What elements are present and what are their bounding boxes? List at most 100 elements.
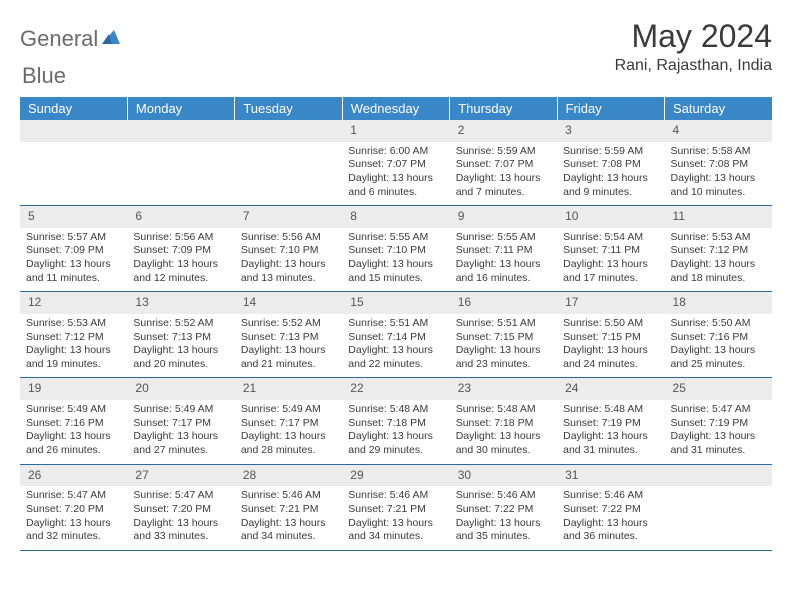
day-number: 14 [235, 292, 342, 314]
sail-icon [100, 28, 122, 51]
empty-cell [665, 464, 772, 550]
day-cell: 15Sunrise: 5:51 AMSunset: 7:14 PMDayligh… [342, 292, 449, 378]
weekday-header: Wednesday [342, 97, 449, 120]
month-title: May 2024 [615, 18, 772, 55]
day-number: 27 [127, 465, 234, 487]
day-details: Sunrise: 5:46 AMSunset: 7:21 PMDaylight:… [235, 486, 342, 550]
day-number: 30 [450, 465, 557, 487]
logo-word-1: General [20, 26, 98, 52]
day-cell: 2Sunrise: 5:59 AMSunset: 7:07 PMDaylight… [450, 120, 557, 206]
weekday-header: Saturday [665, 97, 772, 120]
title-block: May 2024 Rani, Rajasthan, India [615, 18, 772, 75]
calendar-body: 1Sunrise: 6:00 AMSunset: 7:07 PMDaylight… [20, 120, 772, 550]
empty-cell [127, 120, 234, 206]
day-details: Sunrise: 5:49 AMSunset: 7:16 PMDaylight:… [20, 400, 127, 464]
day-number: 28 [235, 465, 342, 487]
day-number: 17 [557, 292, 664, 314]
day-cell: 25Sunrise: 5:47 AMSunset: 7:19 PMDayligh… [665, 378, 772, 464]
weekday-header: Thursday [450, 97, 557, 120]
day-number: 29 [342, 465, 449, 487]
day-details: Sunrise: 5:56 AMSunset: 7:10 PMDaylight:… [235, 228, 342, 292]
day-number: 11 [665, 206, 772, 228]
day-details: Sunrise: 5:47 AMSunset: 7:20 PMDaylight:… [127, 486, 234, 550]
day-number: 16 [450, 292, 557, 314]
day-cell: 29Sunrise: 5:46 AMSunset: 7:21 PMDayligh… [342, 464, 449, 550]
day-cell: 31Sunrise: 5:46 AMSunset: 7:22 PMDayligh… [557, 464, 664, 550]
day-details: Sunrise: 5:48 AMSunset: 7:18 PMDaylight:… [342, 400, 449, 464]
logo-word-2: Blue [22, 63, 66, 88]
day-cell: 30Sunrise: 5:46 AMSunset: 7:22 PMDayligh… [450, 464, 557, 550]
day-number: 31 [557, 465, 664, 487]
day-cell: 12Sunrise: 5:53 AMSunset: 7:12 PMDayligh… [20, 292, 127, 378]
calendar-row: 5Sunrise: 5:57 AMSunset: 7:09 PMDaylight… [20, 206, 772, 292]
day-details: Sunrise: 5:46 AMSunset: 7:22 PMDaylight:… [450, 486, 557, 550]
day-cell: 21Sunrise: 5:49 AMSunset: 7:17 PMDayligh… [235, 378, 342, 464]
day-details: Sunrise: 5:47 AMSunset: 7:19 PMDaylight:… [665, 400, 772, 464]
day-number: 8 [342, 206, 449, 228]
day-number: 2 [450, 120, 557, 142]
day-details: Sunrise: 5:59 AMSunset: 7:08 PMDaylight:… [557, 142, 664, 206]
day-details: Sunrise: 5:52 AMSunset: 7:13 PMDaylight:… [127, 314, 234, 378]
day-cell: 17Sunrise: 5:50 AMSunset: 7:15 PMDayligh… [557, 292, 664, 378]
day-details: Sunrise: 5:54 AMSunset: 7:11 PMDaylight:… [557, 228, 664, 292]
day-cell: 23Sunrise: 5:48 AMSunset: 7:18 PMDayligh… [450, 378, 557, 464]
day-details: Sunrise: 5:53 AMSunset: 7:12 PMDaylight:… [665, 228, 772, 292]
weekday-header: Monday [127, 97, 234, 120]
day-number: 12 [20, 292, 127, 314]
day-details: Sunrise: 5:50 AMSunset: 7:16 PMDaylight:… [665, 314, 772, 378]
day-details: Sunrise: 5:51 AMSunset: 7:14 PMDaylight:… [342, 314, 449, 378]
day-cell: 10Sunrise: 5:54 AMSunset: 7:11 PMDayligh… [557, 206, 664, 292]
day-cell: 6Sunrise: 5:56 AMSunset: 7:09 PMDaylight… [127, 206, 234, 292]
day-details: Sunrise: 5:46 AMSunset: 7:22 PMDaylight:… [557, 486, 664, 550]
day-details: Sunrise: 5:50 AMSunset: 7:15 PMDaylight:… [557, 314, 664, 378]
day-cell: 26Sunrise: 5:47 AMSunset: 7:20 PMDayligh… [20, 464, 127, 550]
logo: General [20, 26, 124, 52]
day-details: Sunrise: 5:53 AMSunset: 7:12 PMDaylight:… [20, 314, 127, 378]
day-number: 7 [235, 206, 342, 228]
day-details: Sunrise: 5:52 AMSunset: 7:13 PMDaylight:… [235, 314, 342, 378]
day-number: 15 [342, 292, 449, 314]
day-cell: 11Sunrise: 5:53 AMSunset: 7:12 PMDayligh… [665, 206, 772, 292]
day-details: Sunrise: 5:48 AMSunset: 7:19 PMDaylight:… [557, 400, 664, 464]
day-number: 9 [450, 206, 557, 228]
weekday-header: Tuesday [235, 97, 342, 120]
day-details: Sunrise: 5:47 AMSunset: 7:20 PMDaylight:… [20, 486, 127, 550]
day-details: Sunrise: 5:58 AMSunset: 7:08 PMDaylight:… [665, 142, 772, 206]
day-number: 4 [665, 120, 772, 142]
weekday-header: Sunday [20, 97, 127, 120]
day-cell: 22Sunrise: 5:48 AMSunset: 7:18 PMDayligh… [342, 378, 449, 464]
empty-cell [20, 120, 127, 206]
day-number: 24 [557, 378, 664, 400]
day-details: Sunrise: 5:49 AMSunset: 7:17 PMDaylight:… [235, 400, 342, 464]
day-number: 5 [20, 206, 127, 228]
day-number: 13 [127, 292, 234, 314]
day-cell: 14Sunrise: 5:52 AMSunset: 7:13 PMDayligh… [235, 292, 342, 378]
day-cell: 5Sunrise: 5:57 AMSunset: 7:09 PMDaylight… [20, 206, 127, 292]
day-cell: 8Sunrise: 5:55 AMSunset: 7:10 PMDaylight… [342, 206, 449, 292]
calendar-table: Sunday Monday Tuesday Wednesday Thursday… [20, 97, 772, 551]
weekday-header-row: Sunday Monday Tuesday Wednesday Thursday… [20, 97, 772, 120]
day-cell: 9Sunrise: 5:55 AMSunset: 7:11 PMDaylight… [450, 206, 557, 292]
day-details: Sunrise: 5:55 AMSunset: 7:11 PMDaylight:… [450, 228, 557, 292]
day-cell: 28Sunrise: 5:46 AMSunset: 7:21 PMDayligh… [235, 464, 342, 550]
empty-cell [235, 120, 342, 206]
day-cell: 1Sunrise: 6:00 AMSunset: 7:07 PMDaylight… [342, 120, 449, 206]
day-details: Sunrise: 5:46 AMSunset: 7:21 PMDaylight:… [342, 486, 449, 550]
day-number: 1 [342, 120, 449, 142]
day-number: 6 [127, 206, 234, 228]
day-cell: 16Sunrise: 5:51 AMSunset: 7:15 PMDayligh… [450, 292, 557, 378]
day-number: 26 [20, 465, 127, 487]
day-number: 23 [450, 378, 557, 400]
weekday-header: Friday [557, 97, 664, 120]
day-cell: 7Sunrise: 5:56 AMSunset: 7:10 PMDaylight… [235, 206, 342, 292]
calendar-row: 12Sunrise: 5:53 AMSunset: 7:12 PMDayligh… [20, 292, 772, 378]
day-number: 3 [557, 120, 664, 142]
day-details: Sunrise: 5:48 AMSunset: 7:18 PMDaylight:… [450, 400, 557, 464]
day-cell: 4Sunrise: 5:58 AMSunset: 7:08 PMDaylight… [665, 120, 772, 206]
day-cell: 13Sunrise: 5:52 AMSunset: 7:13 PMDayligh… [127, 292, 234, 378]
day-details: Sunrise: 5:51 AMSunset: 7:15 PMDaylight:… [450, 314, 557, 378]
day-cell: 27Sunrise: 5:47 AMSunset: 7:20 PMDayligh… [127, 464, 234, 550]
calendar-row: 19Sunrise: 5:49 AMSunset: 7:16 PMDayligh… [20, 378, 772, 464]
day-details: Sunrise: 5:55 AMSunset: 7:10 PMDaylight:… [342, 228, 449, 292]
day-number: 10 [557, 206, 664, 228]
